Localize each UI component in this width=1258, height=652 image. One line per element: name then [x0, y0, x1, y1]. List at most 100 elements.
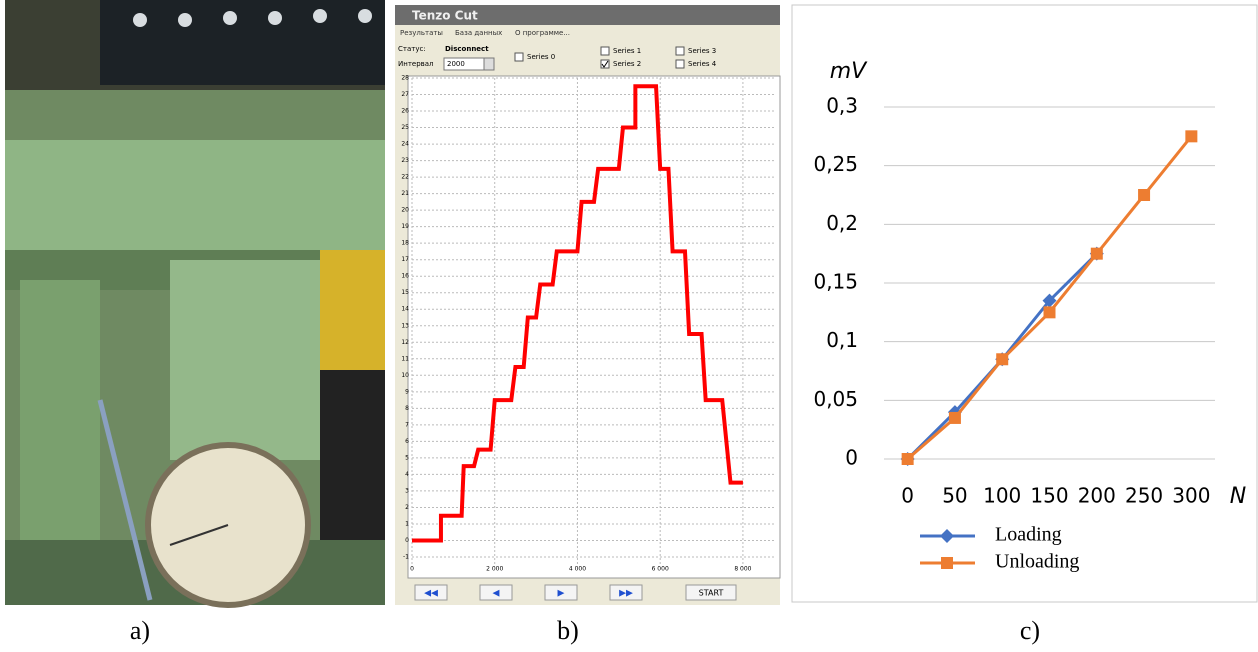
svg-text:▶: ▶	[558, 589, 565, 599]
menu-item[interactable]: Результаты	[400, 29, 443, 37]
y-tick-label: 0,3	[826, 94, 858, 118]
checkbox[interactable]	[514, 52, 524, 62]
x-tick-label: 0	[410, 566, 414, 573]
x-tick-label: 6 000	[652, 566, 669, 573]
y-tick-label: 3	[405, 487, 409, 494]
y-tick-label: 0	[845, 446, 858, 470]
checkbox[interactable]	[600, 46, 610, 56]
y-tick-label: 0,1	[826, 328, 858, 352]
x-tick-label: 200	[1078, 484, 1116, 508]
spin-button[interactable]	[483, 57, 495, 71]
start-label: START	[699, 589, 724, 598]
point	[1042, 293, 1057, 308]
point	[1138, 189, 1151, 201]
y-tick-label: 22	[401, 174, 409, 181]
x-tick-label: 250	[1125, 484, 1163, 508]
x-tick-label: 8 000	[734, 566, 751, 573]
photo	[5, 0, 385, 608]
checkbox[interactable]	[675, 59, 685, 69]
y-tick-label: 0,15	[813, 270, 858, 294]
series-label: Series 4	[688, 60, 717, 68]
x-tick-label: 150	[1030, 484, 1068, 508]
caption: a)	[130, 616, 150, 645]
plot-area	[407, 75, 781, 579]
interval-value: 2000	[447, 60, 465, 68]
point	[901, 453, 914, 465]
svg-text:◀◀: ◀◀	[424, 589, 438, 599]
point	[948, 411, 961, 424]
y-tick-label: 19	[401, 223, 409, 230]
caption: c)	[1020, 616, 1040, 645]
button[interactable]	[414, 584, 448, 601]
button[interactable]	[609, 584, 643, 601]
y-tick-label: 2	[405, 504, 409, 511]
y-tick-label: 8	[405, 405, 409, 412]
series-label: Series 3	[688, 47, 716, 55]
y-tick-label: 15	[401, 289, 409, 296]
chart-frame	[791, 4, 1258, 603]
nav-buttons: ◀◀ ◀ ▶ ▶▶	[414, 584, 737, 601]
series-label: Series 0	[527, 53, 555, 61]
y-tick-label: 0,05	[813, 387, 858, 411]
software-window: Tenzo Cut Результаты База данных О прогр…	[395, 5, 781, 605]
check-mark	[601, 60, 609, 68]
y-tick-label: 10	[401, 372, 409, 379]
y-tick-label: 25	[401, 124, 409, 131]
point	[1185, 130, 1198, 143]
status-label: Статус:	[398, 45, 426, 53]
x-tick-label: 100	[983, 484, 1021, 508]
x-tick-label: 4 000	[569, 566, 586, 573]
menu-item[interactable]: База данных	[455, 29, 502, 37]
legend-marker	[940, 529, 954, 543]
y-tick-label: 23	[401, 157, 409, 164]
button[interactable]	[479, 584, 513, 601]
y-tick-label: 13	[401, 322, 409, 329]
series-checkbox[interactable]: Series 4	[675, 59, 717, 69]
button[interactable]	[544, 584, 578, 601]
series-label: Series 1	[613, 47, 641, 55]
y-tick-label: 9	[405, 388, 409, 395]
legend-marker	[941, 557, 953, 569]
menu-item[interactable]: О программе...	[515, 29, 570, 37]
y-tick-label: 0,2	[826, 211, 858, 235]
y-tick-label: 0	[405, 537, 409, 544]
signal-line	[412, 84, 743, 543]
y-tick-label: 18	[401, 240, 409, 247]
y-axis-label: mV	[830, 59, 868, 84]
y-tick-label: 0,25	[813, 152, 858, 176]
y-tick-label: 14	[401, 306, 409, 313]
svg-text:◀: ◀	[493, 589, 500, 599]
x-tick-label: 2 000	[486, 566, 503, 573]
y-tick-label: -1	[403, 554, 409, 561]
y-tick-label: 4	[405, 471, 409, 478]
checkbox[interactable]	[600, 59, 610, 69]
point	[1043, 306, 1056, 319]
y-tick-label: 12	[401, 339, 409, 346]
y-tick-label: 16	[401, 273, 409, 280]
x-tick-label: 50	[942, 484, 967, 508]
checkbox[interactable]	[675, 46, 685, 56]
interval-label: Интервал	[398, 60, 434, 68]
caption: b)	[557, 616, 579, 645]
svg-text:▶▶: ▶▶	[619, 589, 633, 599]
y-tick-label: 17	[401, 256, 409, 263]
series-label: Series 2	[613, 60, 641, 68]
y-tick-label: 26	[401, 108, 409, 115]
series-checkbox[interactable]: Series 3	[675, 46, 716, 56]
legend-label: Unloading	[995, 551, 1079, 573]
y-tick-label: 11	[401, 355, 409, 362]
y-tick-label: 21	[401, 190, 409, 197]
y-tick-label: 24	[401, 141, 409, 148]
series-checkbox[interactable]: Series 2	[600, 59, 641, 69]
window-title: Tenzo Cut	[412, 9, 478, 23]
point	[996, 353, 1009, 366]
button[interactable]	[685, 584, 737, 601]
series-checkbox[interactable]: Series 0	[514, 52, 555, 62]
y-tick-label: 28	[401, 75, 409, 82]
series-checkbox[interactable]: Series 1	[600, 46, 641, 56]
point	[1090, 247, 1103, 260]
y-tick-label: 6	[405, 438, 409, 445]
y-tick-label: 1	[405, 520, 409, 527]
legend-label: Loading	[995, 524, 1062, 546]
